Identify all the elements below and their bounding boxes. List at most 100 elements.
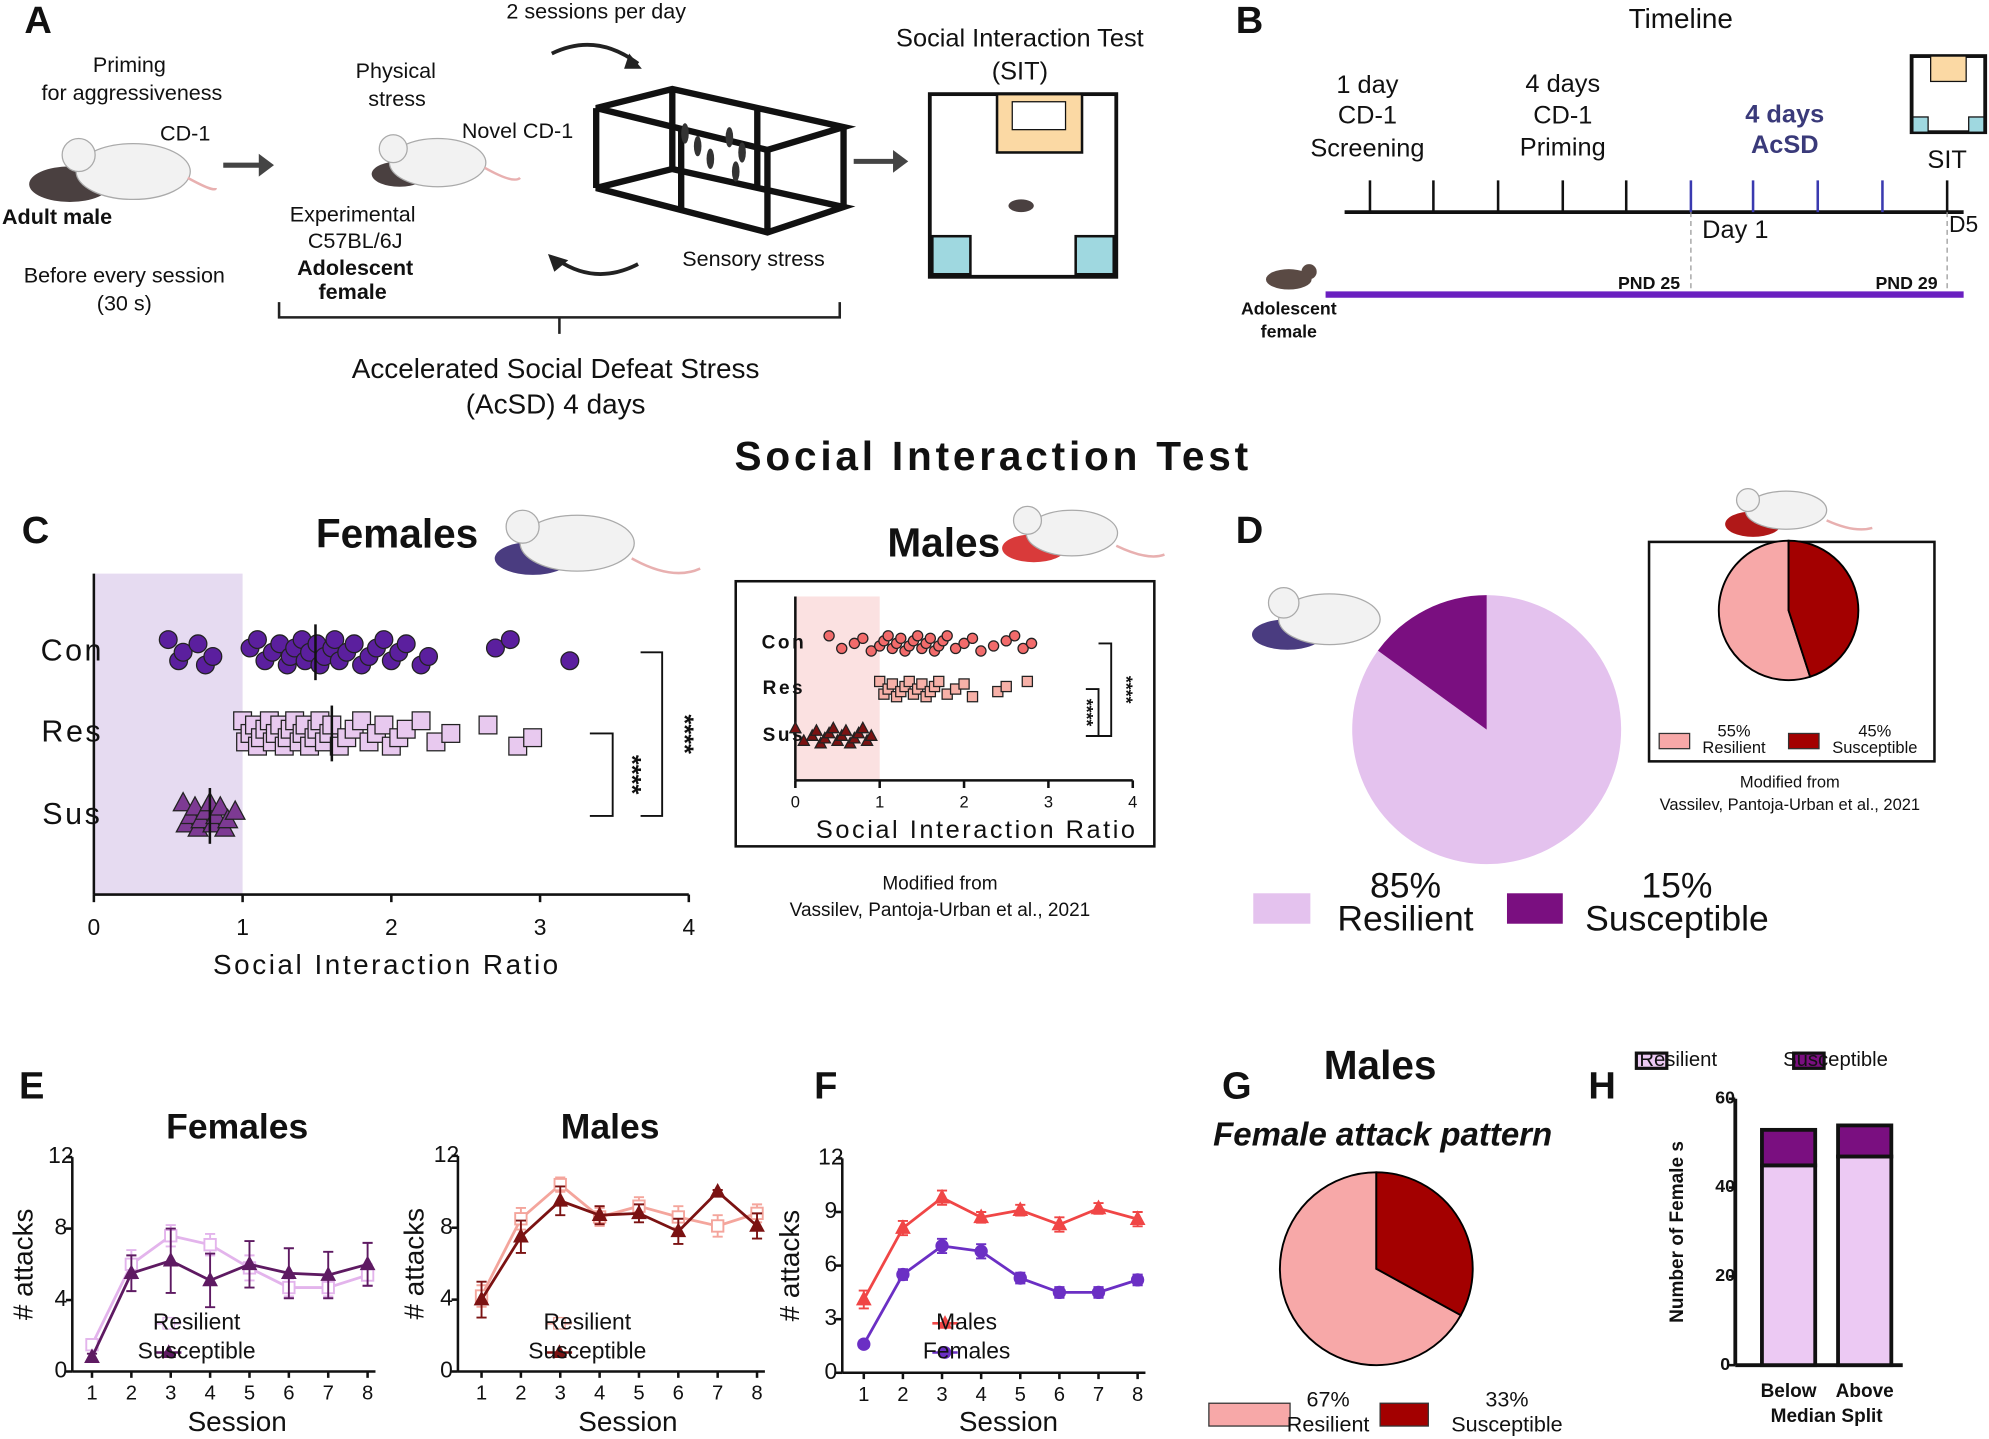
x-tick-label: 4 — [682, 914, 695, 940]
data-point — [1000, 680, 1012, 693]
data-point — [924, 632, 937, 645]
label: stress — [368, 86, 425, 111]
significance-label: **** — [670, 714, 698, 754]
label: Screening — [1310, 135, 1424, 163]
shaded-range — [93, 573, 243, 895]
data-point — [631, 1204, 647, 1220]
bar-segment — [1760, 1127, 1818, 1168]
y-tick-label: 0 — [55, 1357, 68, 1383]
data-point — [478, 715, 498, 735]
data-point — [441, 723, 461, 743]
y-tick-label: 3 — [825, 1304, 838, 1330]
y-tick-label: 8 — [55, 1214, 68, 1240]
data-point — [823, 630, 835, 642]
series-line — [862, 1196, 1138, 1301]
value-label: 45% — [1858, 723, 1891, 741]
y-axis-label: # attacks — [774, 1210, 805, 1322]
label: 4 days — [1745, 100, 1824, 128]
y-axis-label: # attacks — [398, 1208, 429, 1320]
data-point — [500, 630, 520, 650]
data-point — [958, 637, 970, 650]
x-tick-label: 3 — [165, 1383, 176, 1405]
data-point — [886, 678, 899, 690]
pie-slice — [1352, 595, 1622, 865]
pie-slice — [1717, 539, 1812, 682]
data-point — [241, 1255, 258, 1271]
legend-swatch — [1634, 1051, 1669, 1070]
data-point — [162, 1316, 176, 1330]
data-point — [418, 646, 439, 667]
panel-label: G — [1222, 1066, 1252, 1108]
legend-label: Susceptible — [1783, 1049, 1888, 1071]
data-point — [857, 1337, 871, 1351]
label: Novel CD-1 — [462, 118, 573, 143]
panel-label: D — [1236, 510, 1263, 552]
pie-slice — [1787, 539, 1860, 678]
panel-label: B — [1236, 0, 1263, 42]
data-point — [941, 630, 953, 642]
x-tick-label: 2 — [897, 1384, 908, 1406]
label: CD-1 — [1533, 102, 1592, 130]
data-point — [203, 646, 223, 667]
label: 4 days — [1525, 70, 1600, 98]
panel-label: F — [814, 1066, 837, 1108]
chart-title: Males — [561, 1107, 660, 1147]
x-tick-label: 6 — [673, 1383, 684, 1405]
data-point — [864, 728, 878, 741]
data-point — [552, 1191, 569, 1207]
data-point — [123, 1264, 140, 1280]
category-label: Res — [763, 678, 806, 699]
data-point — [374, 715, 394, 735]
label: (SIT) — [992, 57, 1048, 85]
x-tick-label: Above — [1836, 1381, 1894, 1402]
label: Sensory stress — [682, 246, 825, 271]
value-label: 15% — [1641, 866, 1712, 906]
y-tick-label: 4 — [440, 1285, 453, 1311]
value-label: 33% — [1485, 1386, 1528, 1411]
y-tick-label: 4 — [55, 1285, 68, 1311]
legend-label: Males — [936, 1308, 997, 1334]
data-point — [203, 1238, 217, 1252]
label: (AcSD) 4 days — [466, 389, 646, 420]
data-point — [1051, 1215, 1068, 1231]
category-label: Con — [762, 632, 807, 653]
x-tick-label: 7 — [712, 1383, 723, 1405]
category-label: Sus — [42, 797, 102, 831]
note: Vassilev, Pantoja-Urban et al., 2021 — [1660, 796, 1921, 814]
data-point — [485, 638, 505, 658]
x-tick-label: 3 — [936, 1384, 947, 1406]
legend-swatch — [1379, 1402, 1429, 1427]
value-label: 67% — [1307, 1386, 1350, 1411]
y-tick-label: 0 — [1720, 1354, 1730, 1374]
x-tick-label: 6 — [1054, 1384, 1065, 1406]
label: D5 — [1949, 211, 1978, 237]
data-point — [359, 1255, 376, 1271]
significance-bracket — [1098, 642, 1113, 737]
data-point — [826, 720, 840, 734]
data-point — [809, 723, 824, 736]
label: Experimental — [290, 202, 416, 227]
category-label: Res — [41, 715, 103, 749]
legend-label: Susceptible — [528, 1338, 646, 1364]
data-point — [473, 1290, 490, 1306]
panel-a-art — [29, 42, 1119, 334]
rat-icons — [494, 487, 1873, 650]
panel-labels: A B C D E F G H — [19, 0, 1616, 1108]
legend-swatch — [1787, 732, 1820, 750]
legend-label: Resilient — [1287, 1412, 1370, 1437]
data-point — [839, 723, 853, 736]
data-point — [158, 630, 178, 650]
x-axis-label: Social Interaction Ratio — [816, 816, 1138, 844]
data-point — [591, 1206, 608, 1221]
panel-label: A — [24, 0, 51, 42]
label: (30 s) — [97, 290, 152, 315]
y-tick-label: 12 — [818, 1143, 843, 1169]
label: CD-1 — [160, 120, 210, 145]
data-point — [974, 1244, 988, 1258]
chart-title: Males — [1324, 1042, 1437, 1088]
data-point — [1017, 642, 1029, 655]
x-tick-label: 8 — [362, 1383, 373, 1405]
data-point — [513, 1227, 529, 1243]
significance-bracket — [1085, 688, 1100, 737]
label: Timeline — [1629, 3, 1733, 34]
